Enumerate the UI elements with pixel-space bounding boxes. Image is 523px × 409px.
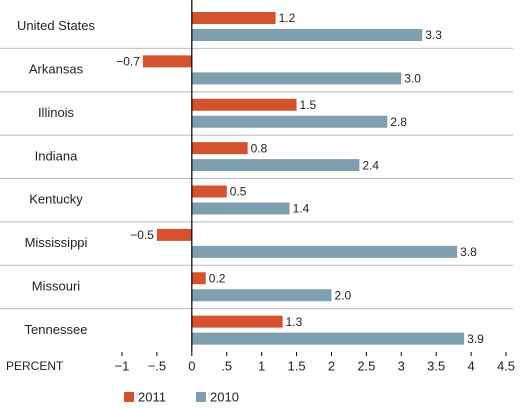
value-label: 3.9 [467,332,484,346]
bar [191,12,276,24]
value-label: 0.8 [251,141,268,155]
category-label: Indiana [35,148,78,163]
x-tick-label: 2 [328,358,335,373]
bar [191,315,283,328]
value-label: 2.8 [390,115,407,129]
x-tick-label: 4 [467,358,474,373]
bar [191,245,458,258]
value-label: −0.5 [130,228,154,242]
value-label: −0.7 [116,55,140,69]
value-label: 1.5 [300,98,317,112]
value-label: 2.0 [334,288,351,302]
value-label: 2.4 [362,158,379,172]
value-label: 3.8 [460,245,477,259]
x-tick-label: 3 [398,358,405,373]
value-label: 1.3 [286,315,303,329]
bar [191,332,465,345]
category-label: Arkansas [29,62,84,77]
legend-swatch [124,392,134,402]
bar [191,185,227,198]
bar [191,289,332,302]
category-label: Illinois [38,105,75,120]
x-tick-label: .5 [221,358,232,373]
category-label: Missouri [32,278,81,293]
x-tick-label: 1.5 [288,358,306,373]
value-label: 1.2 [279,11,296,25]
bar [191,29,423,41]
bar [191,115,388,128]
x-tick-label: 4.5 [497,358,515,373]
legend-label: 2010 [210,389,239,404]
value-label: 3.0 [404,72,421,86]
legend-swatch [196,392,206,402]
value-label: 1.4 [293,202,310,216]
x-tick-label: 0 [188,358,195,373]
x-tick-label: 1 [258,358,265,373]
category-label: Tennessee [25,322,88,337]
value-label: 0.2 [209,271,226,285]
legend-label: 2011 [138,389,166,404]
x-axis-label: PERCENT [6,359,64,373]
x-tick-label: −1 [115,358,130,373]
bar [156,228,192,241]
category-label: United States [17,18,96,33]
x-tick-label: 3.5 [427,358,445,373]
bar [191,272,206,285]
bar [191,159,360,172]
bar [191,142,248,155]
bar [191,98,297,111]
bar [191,202,290,215]
value-label: 3.3 [425,28,442,42]
bar [142,55,192,68]
x-tick-label: −.5 [148,358,166,373]
bar [191,72,402,85]
value-label: 0.5 [230,185,247,199]
category-label: Mississippi [25,235,88,250]
category-label: Kentucky [29,192,83,207]
x-tick-label: 2.5 [357,358,375,373]
